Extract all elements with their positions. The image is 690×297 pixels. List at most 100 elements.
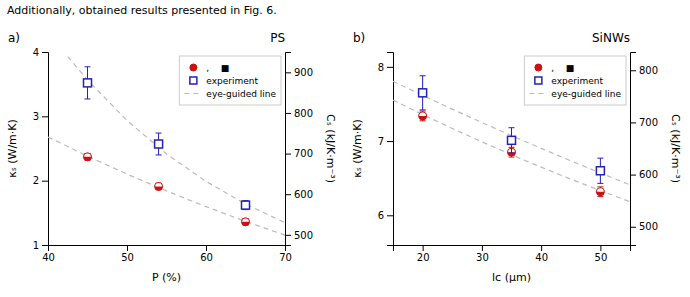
error-bar [243,219,249,225]
error-bar [509,128,515,153]
y-tick-mark [42,52,48,53]
y2-tick: 500 [285,230,313,241]
y2-tick-label: 800 [639,65,658,76]
x-tick-label: 60 [200,252,213,263]
error-bar [85,154,91,160]
y2-tick-mark [285,235,291,236]
marker [242,218,250,226]
x-tick-label: 30 [476,252,489,263]
y-tick: 4 [33,47,48,58]
x-tick: 70 [279,245,292,263]
x-axis-line [394,246,631,252]
marker [84,153,92,161]
legend: , ■experimenteye-guided line [179,56,281,105]
error-bar-cap [597,186,603,187]
y-tick-label: 3 [33,111,39,122]
error-bar [85,67,91,99]
y-tick-mark [387,215,393,216]
y2-tick: 800 [285,108,313,119]
y-tick-label: 4 [33,47,39,58]
y2-tick: 500 [630,221,658,232]
legend-swatch [190,64,197,71]
y2-tick-label: 700 [294,148,313,159]
y-tick: 1 [33,240,48,251]
x-tick-label: 50 [595,252,608,263]
x-tick: 20 [417,245,430,263]
y2-tick-label: 900 [294,67,313,78]
y-axis-title: κₛ (W/m·K) [6,119,19,178]
marker [596,188,604,196]
error-bar-cap [85,66,91,67]
x-tick: 50 [595,245,608,263]
y2-tick: 600 [285,189,313,200]
x-tick-label: 70 [279,252,292,263]
error-bar-cap [509,127,515,128]
legend-swatch [535,77,542,84]
legend-swatch [184,93,202,94]
plot-area [48,57,285,236]
marker [596,167,604,175]
y-axis-line [42,53,49,246]
x-tick-mark [206,245,207,251]
y-tick: 2 [33,175,48,186]
error-bar-cap [597,158,603,159]
marker-half [155,183,162,186]
plot-area [393,76,630,202]
y2-tick: 600 [630,169,658,180]
x-tick-label: 50 [121,252,134,263]
panel-label: b) [353,31,365,45]
y2-tick-mark [285,194,291,195]
legend-swatch [535,64,542,71]
marker [508,136,516,144]
error-bar-cap [420,109,426,110]
y-tick-mark [387,67,393,68]
y-tick-label: 1 [33,240,39,251]
legend-label: , ■ [551,63,574,73]
fit-line [393,100,630,202]
x-axis-title: P (%) [152,271,181,284]
error-bar-cap [420,120,426,121]
y-tick-mark [42,245,48,246]
y-tick-mark [42,181,48,182]
y2-axis-line [631,53,637,246]
x-tick-mark [127,245,128,251]
error-bar-cap [156,154,162,155]
y2-tick-label: 500 [294,230,313,241]
legend-swatch [190,77,197,84]
error-bar-cap [597,183,603,184]
y2-tick-label: 500 [639,221,658,232]
marker-half [242,218,249,221]
legend-box [524,56,626,105]
error-bar [597,187,603,197]
y2-axis-title: Cₛ (kJ/K·m⁻³) [324,114,337,183]
x-tick-label: 20 [417,252,430,263]
y2-tick-mark [285,72,291,73]
y-tick: 6 [378,210,393,221]
y-tick: 8 [378,62,393,73]
x-tick-label: 40 [535,252,548,263]
error-bar-cap [597,196,603,197]
x-tick-mark [423,245,424,251]
marker-half [597,188,604,191]
y2-axis-title: Cₛ (kJ/K·m⁻³) [669,114,682,183]
error-bar [420,76,426,110]
x-tick: 40 [535,245,548,263]
x-axis-title: lc (μm) [492,271,531,284]
error-bar [156,183,162,189]
error-bar [156,133,162,155]
y-axis: 678 [378,53,394,246]
fit-line [393,81,630,184]
x-axis: 20 30 40 50 [394,245,631,263]
y-axis-title: κₛ (W/m·K) [351,119,364,178]
legend-box [179,56,281,105]
marker-half [419,113,426,116]
panel: 20 30 40 50 678 500 600 700 800 lc (μm) κₛ (W/m·K)… [351,31,682,284]
y2-tick-label: 700 [639,117,658,128]
fit-line [48,137,285,235]
figure: Additionally, obtained results presented… [0,0,690,297]
panel-title: SiNWs [592,31,630,45]
y2-tick-mark [630,227,636,228]
error-bar [420,111,426,121]
x-tick-mark [482,245,483,251]
marker [419,112,427,120]
